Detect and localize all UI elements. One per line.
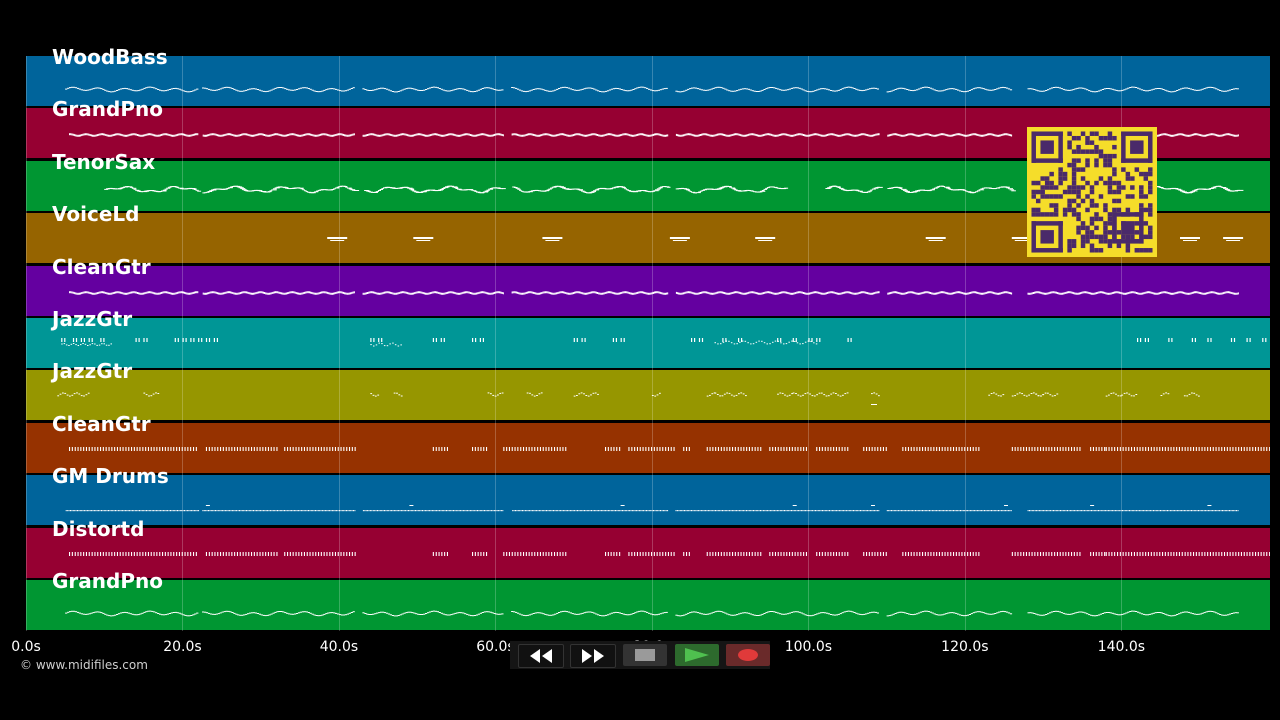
fast-forward-button[interactable]	[570, 644, 616, 668]
transport-bar	[510, 641, 770, 669]
play-button[interactable]	[675, 644, 719, 666]
track-lane[interactable]: CleanGtr	[26, 412, 1270, 473]
rewind-button[interactable]	[518, 644, 564, 668]
track-notes	[57, 392, 1200, 406]
track-notes	[69, 551, 1270, 556]
stop-button[interactable]	[623, 644, 667, 666]
track-lane[interactable]: JazzGtr	[26, 307, 1270, 368]
track-lane[interactable]: JazzGtr	[26, 359, 1270, 421]
track-lane[interactable]: WoodBass	[26, 45, 1270, 106]
qr-code[interactable]	[1027, 127, 1157, 257]
time-tick-label: 40.0s	[319, 639, 359, 655]
time-tick-label: 140.0s	[1097, 639, 1146, 655]
stop-icon	[635, 649, 655, 661]
time-tick-label: 100.0s	[784, 639, 833, 655]
fast-forward-icon	[582, 649, 604, 663]
track-lane[interactable]: CleanGtr	[26, 255, 1270, 316]
track-notes	[65, 610, 1239, 617]
track-lane[interactable]: GM Drums	[26, 464, 1270, 526]
track-lane[interactable]: Distortd	[26, 517, 1270, 578]
rewind-icon	[530, 649, 552, 663]
track-notes	[69, 290, 1239, 295]
play-icon	[685, 648, 709, 662]
track-lane[interactable]: GrandPno	[26, 569, 1270, 630]
time-tick-label: 60.0s	[476, 639, 515, 655]
track-notes	[69, 446, 1270, 451]
time-tick-label: 20.0s	[163, 639, 202, 655]
record-button[interactable]	[726, 644, 770, 666]
track-notes	[61, 338, 1267, 347]
time-tick-label: 0.0s	[11, 639, 41, 655]
track-notes	[65, 86, 1239, 93]
time-tick-label: 120.0s	[941, 639, 989, 655]
record-icon	[738, 649, 758, 661]
track-notes	[65, 505, 1239, 512]
copyright-text: © www.midifiles.com	[20, 658, 148, 672]
